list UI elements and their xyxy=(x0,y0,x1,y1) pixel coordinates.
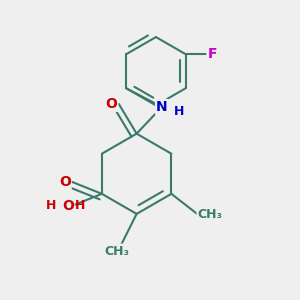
Text: O: O xyxy=(105,97,117,111)
Text: N: N xyxy=(156,100,168,114)
Text: H: H xyxy=(74,199,85,212)
Text: O: O xyxy=(59,175,71,189)
Text: H: H xyxy=(46,199,56,212)
Text: O: O xyxy=(62,199,74,213)
Text: F: F xyxy=(208,47,217,61)
Text: CH₃: CH₃ xyxy=(105,244,130,258)
Text: H: H xyxy=(174,105,184,118)
Text: CH₃: CH₃ xyxy=(197,208,223,221)
